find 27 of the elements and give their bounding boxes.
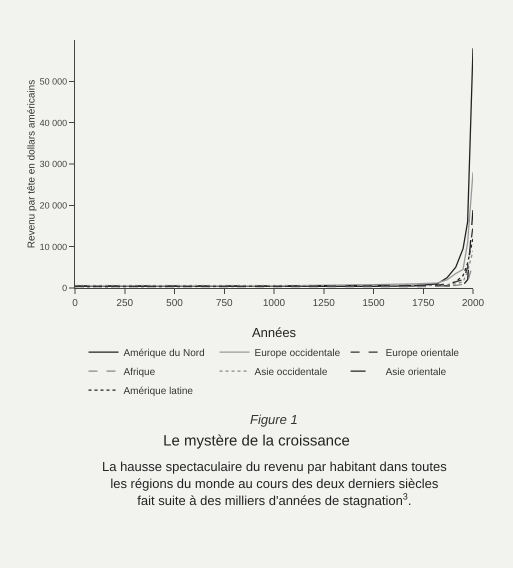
x-tick-label: 1000: [262, 298, 286, 309]
legend-label: Amérique latine: [124, 386, 194, 397]
y-tick-label: 30 000: [40, 159, 68, 170]
x-tick-label: 2000: [462, 298, 485, 309]
y-tick-label: 40 000: [40, 118, 68, 128]
y-tick-label: 0: [62, 283, 68, 294]
y-tick-label: 20 000: [40, 200, 68, 210]
x-tick-label: 0: [72, 298, 78, 309]
legend-label: Europe occidentale: [254, 348, 341, 359]
x-axis-title: Années: [252, 325, 297, 340]
y-tick-label: 10 000: [40, 242, 68, 252]
text: Le mystère de la croissance: [163, 432, 350, 450]
legend-label: Asie occidentale: [254, 367, 328, 378]
y-tick-label: 50 000: [40, 76, 68, 86]
legend-label: Asie orientale: [386, 367, 447, 378]
legend-label: Amérique du Nord: [124, 348, 205, 359]
x-tick-label: 750: [216, 298, 234, 309]
legend-label: Afrique: [124, 367, 156, 378]
caption: Figure 1: [250, 412, 298, 427]
text: La hausse spectaculaire du revenu par habitant dans toutes les régions du monde au cours des deux derniers siècles fait suite à des milliers d'années de stagnation$^{3}$.: [102, 459, 448, 508]
x-tick-label: 1500: [362, 298, 386, 309]
x-tick-label: 250: [116, 298, 134, 309]
x-tick-label: 500: [166, 298, 184, 309]
y-axis-title: Revenu par tête en dollars américains: [26, 80, 38, 248]
x-tick-label: 1750: [412, 298, 435, 309]
legend-label: Europe orientale: [386, 348, 460, 359]
x-tick-label: 1250: [312, 298, 336, 309]
